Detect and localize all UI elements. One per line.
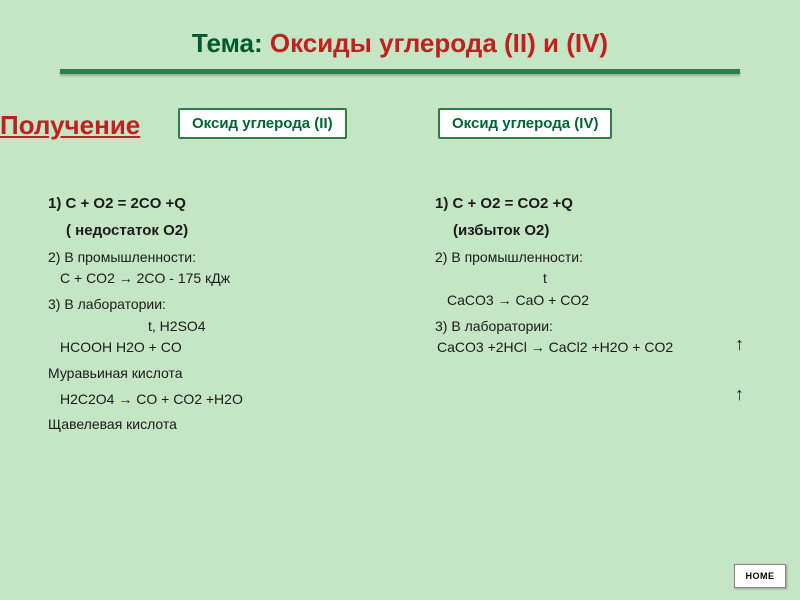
label-formic: Муравьиная кислота <box>48 363 383 385</box>
hdr-industry-r: 2) В промышленности: <box>435 247 770 269</box>
eq-industry: C + CO2 → 2CO - 175 кДж <box>48 268 383 290</box>
badge-oxide-iv: Оксид углерода (IV) <box>438 108 612 139</box>
title-row: Тема: Оксиды углерода (II) и (IV) <box>0 0 800 59</box>
title-prefix: Тема: <box>192 28 270 58</box>
gas-arrow-icon: ↑ <box>735 334 744 355</box>
home-label: HOME <box>746 571 775 581</box>
subheader-row: Получение Оксид углерода (II) Оксид угле… <box>0 108 800 168</box>
badge-oxide-ii: Оксид углерода (II) <box>178 108 347 139</box>
content-columns: 1) C + O2 = 2CO +Q ( недостаток О2) 2) В… <box>0 192 800 436</box>
cond-r: t <box>435 268 770 290</box>
eq-industry-r: CaCO3 → CaO + CO2 <box>435 290 770 312</box>
note-1: ( недостаток О2) <box>48 219 383 242</box>
cond-1: t, H2SO4 <box>48 316 383 338</box>
label-oxalic: Щавелевая кислота <box>48 414 383 436</box>
column-oxide-ii: 1) C + O2 = 2CO +Q ( недостаток О2) 2) В… <box>48 192 407 436</box>
column-oxide-iv: 1) C + O2 = CO2 +Q (избыток О2) 2) В про… <box>407 192 770 436</box>
eq-lab-1: HCOOH H2O + CO <box>48 337 383 359</box>
title-main: Оксиды углерода (II) и (IV) <box>270 28 608 58</box>
eq-lab-r: CaCO3 +2HCl → CaCl2 +H2O + CO2 <box>435 337 770 359</box>
home-button[interactable]: HOME <box>734 564 786 588</box>
section-heading: Получение <box>0 110 140 141</box>
eq-lab-2: H2C2O4 → CO + CO2 +H2O <box>48 389 383 411</box>
hdr-lab: 3) В лаборатории: <box>48 294 383 316</box>
gas-arrow-icon: ↑ <box>735 384 744 405</box>
eq-1-r: 1) C + O2 = CO2 +Q <box>435 192 770 215</box>
hdr-industry: 2) В промышленности: <box>48 247 383 269</box>
note-1-r: (избыток О2) <box>435 219 770 242</box>
eq-1: 1) C + O2 = 2CO +Q <box>48 192 383 215</box>
hdr-lab-r: 3) В лаборатории: <box>435 316 770 338</box>
title-underline <box>60 69 740 74</box>
